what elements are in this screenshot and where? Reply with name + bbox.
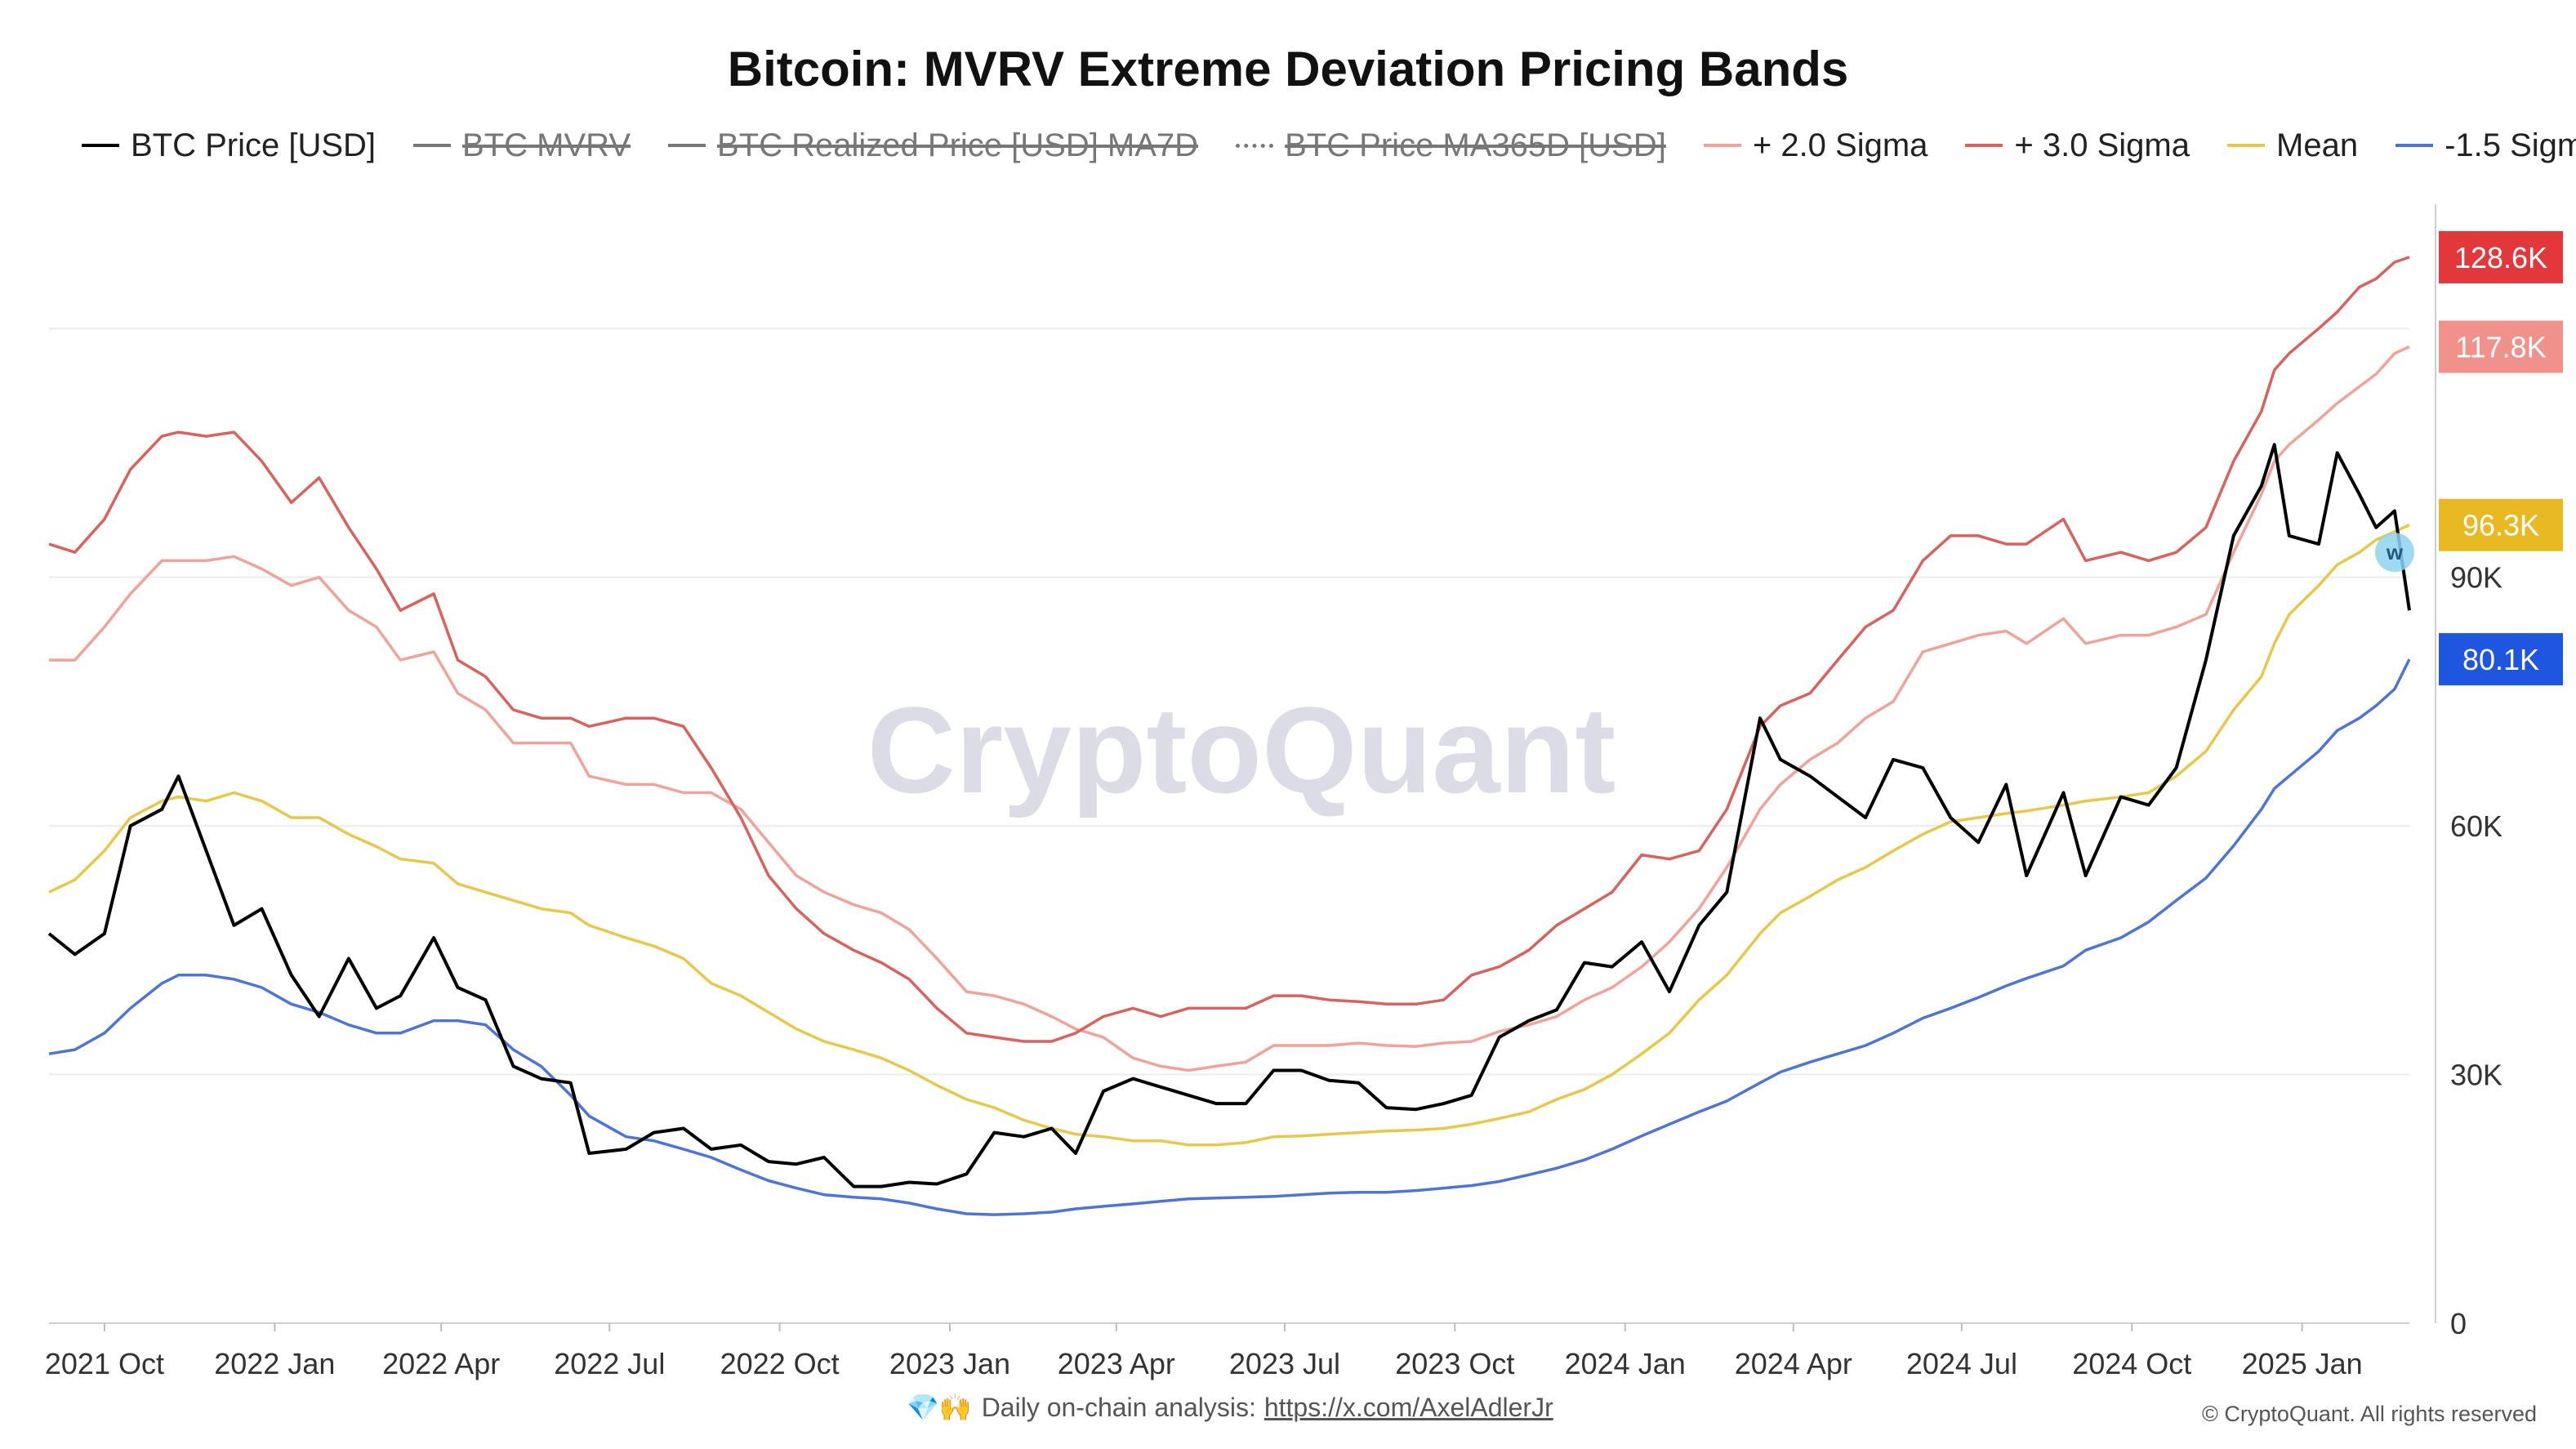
price-badge-label: 80.1K <box>2462 643 2539 676</box>
x-tick-label: 2022 Jul <box>554 1347 665 1380</box>
y-tick-label: 0 <box>2450 1307 2467 1340</box>
legend: BTC Price [USD] BTC MVRV BTC Realized Pric… <box>82 123 2576 168</box>
x-tick-label: 2022 Apr <box>382 1347 500 1380</box>
y-tick-label: 60K <box>2450 809 2502 843</box>
legend-label: + 3.0 Sigma <box>2014 127 2190 163</box>
legend-swatch <box>1965 144 2003 147</box>
x-tick-label: 2022 Jan <box>214 1347 335 1380</box>
x-axis: 2021 Oct 2022 Jan 2022 Apr 2022 Jul 2022 Oct… <box>45 1323 2363 1380</box>
x-tick-label: 2025 Jan <box>2242 1347 2363 1380</box>
legend-item[interactable]: + 2.0 Sigma <box>1703 127 1928 164</box>
legend-swatch <box>2396 144 2434 147</box>
legend-swatch <box>1236 143 1274 148</box>
x-tick-label: 2024 Apr <box>1735 1347 1852 1380</box>
legend-item[interactable]: Mean <box>2227 127 2358 164</box>
price-badge <box>2439 633 2563 686</box>
chart-title: Bitcoin: MVRV Extreme Deviation Pricing … <box>727 42 1849 96</box>
footer-text: Daily on-chain analysis: <box>981 1392 1256 1422</box>
x-tick-label: 2023 Jan <box>889 1347 1010 1380</box>
footer-link[interactable]: https://x.com/AxelAdlerJr <box>1263 1392 1553 1422</box>
x-tick-label: 2024 Jan <box>1565 1347 1686 1380</box>
legend-label: + 2.0 Sigma <box>1752 127 1928 163</box>
marker-glyph-icon: w <box>2386 540 2404 564</box>
copyright: © CryptoQuant. All rights reserved <box>2201 1402 2537 1426</box>
legend-swatch <box>668 144 706 147</box>
price-badge-label: 128.6K <box>2454 241 2547 274</box>
diamond-hands-icon: 💎🙌 <box>907 1393 972 1422</box>
legend-item[interactable]: -1.5 Sigma <box>2396 127 2576 164</box>
y-tick-label: 30K <box>2450 1059 2502 1092</box>
series-line-btc-price-usd <box>47 443 2411 1188</box>
x-tick-label: 2021 Oct <box>45 1347 164 1380</box>
legend-label: BTC Price MA365D [USD] <box>1285 127 1666 163</box>
watermark-text: CryptoQuant <box>867 681 1616 818</box>
legend-label: BTC Price [USD] <box>131 127 377 163</box>
y-tick-label: 90K <box>2450 561 2502 595</box>
legend-item[interactable]: BTC Realized Price [USD] MA7D <box>668 127 1198 164</box>
legend-swatch <box>413 144 452 147</box>
legend-swatch <box>1703 144 1741 147</box>
legend-item[interactable]: BTC MVRV <box>413 127 631 164</box>
series-line-3-0-sigma <box>48 256 2410 1043</box>
price-badge <box>2439 230 2563 283</box>
legend-label: Mean <box>2276 127 2359 163</box>
x-tick-label: 2024 Oct <box>2072 1347 2191 1380</box>
price-badge <box>2439 320 2563 373</box>
price-badges: 128.6K 117.8K 96.3K 80.1K <box>2439 230 2563 686</box>
series-line-mean <box>48 524 2410 1147</box>
legend-swatch <box>82 144 119 147</box>
series-lines <box>47 256 2411 1216</box>
x-tick-label: 2023 Jul <box>1229 1347 1340 1380</box>
series-line-1-5-sigma <box>48 658 2411 1216</box>
legend-item[interactable]: + 3.0 Sigma <box>1965 127 2190 164</box>
legend-item[interactable]: BTC Price [USD] <box>82 127 376 164</box>
x-tick-label: 2022 Oct <box>720 1347 840 1380</box>
price-badge <box>2439 498 2563 551</box>
footer: 💎🙌 Daily on-chain analysis: https://x.co… <box>907 1392 1553 1423</box>
legend-swatch <box>2227 144 2265 147</box>
x-tick-label: 2024 Jul <box>1906 1347 2017 1380</box>
last-value-marker[interactable] <box>2375 533 2414 573</box>
x-tick-label: 2023 Apr <box>1058 1347 1175 1380</box>
legend-label: BTC Realized Price [USD] MA7D <box>717 127 1199 163</box>
legend-item[interactable]: BTC Price MA365D [USD] <box>1236 127 1666 164</box>
series-line-2-0-sigma <box>49 345 2410 1072</box>
price-badge-label: 96.3K <box>2462 509 2539 542</box>
price-badge-label: 117.8K <box>2455 331 2546 364</box>
x-tick-label: 2023 Oct <box>1395 1347 1514 1380</box>
y-axis: 0 30K 60K 90K <box>2450 561 2502 1340</box>
legend-label: BTC MVRV <box>462 127 631 163</box>
last-point-marker[interactable]: w <box>2375 533 2414 573</box>
legend-label: -1.5 Sigma <box>2445 127 2576 163</box>
